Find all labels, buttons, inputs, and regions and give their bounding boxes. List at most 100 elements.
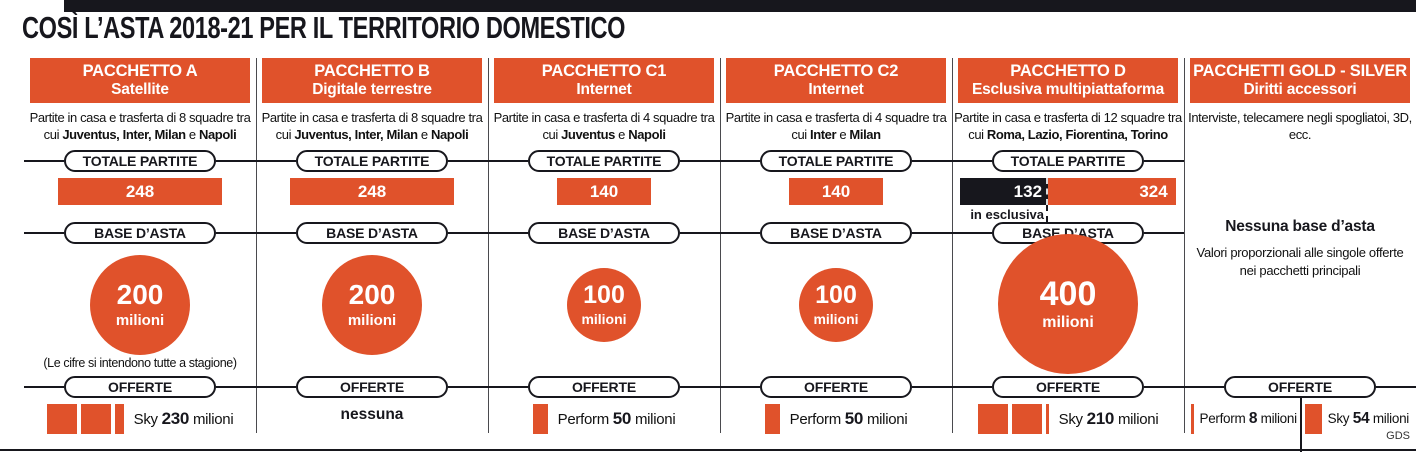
offer-label: Perform 8 milioni bbox=[1199, 410, 1298, 427]
offer-value-blocks bbox=[1305, 404, 1322, 434]
offerte-row: OFFERTE bbox=[488, 376, 720, 398]
totale-partite-row: TOTALE PARTITE bbox=[256, 150, 488, 172]
base-price-unit: milioni bbox=[115, 312, 165, 329]
base-asta-pill: BASE D’ASTA bbox=[64, 222, 216, 244]
offerte-row: OFFERTE bbox=[256, 376, 488, 398]
offerte-pill: OFFERTE bbox=[528, 376, 680, 398]
matches-bar: 140 bbox=[789, 178, 883, 205]
offerte-row: OFFERTE bbox=[720, 376, 952, 398]
offer-label: Sky 210 milioni bbox=[1058, 409, 1159, 428]
base-asta-pill: BASE D’ASTA bbox=[528, 222, 680, 244]
package-platform: Digitale terrestre bbox=[312, 81, 432, 99]
package-description: Partite in casa e trasferta di 4 squadre… bbox=[725, 110, 947, 143]
package-card-c2: PACCHETTO C2 Internet Partite in casa e … bbox=[720, 58, 953, 450]
pill-connector-line bbox=[256, 386, 296, 388]
package-name: PACCHETTO C2 bbox=[773, 62, 899, 81]
pill-connector-line bbox=[216, 386, 256, 388]
base-asta-row: BASE D’ASTA bbox=[488, 222, 720, 244]
base-price-value: 200 bbox=[116, 279, 164, 310]
pill-connector-line bbox=[1144, 386, 1184, 388]
totale-partite-row: TOTALE PARTITE bbox=[488, 150, 720, 172]
pill-connector-line bbox=[952, 232, 992, 234]
offer-label: Sky 230 milioni bbox=[133, 409, 234, 428]
package-description: Partite in casa e trasferta di 4 squadre… bbox=[493, 110, 715, 143]
base-price-unit: milioni bbox=[1042, 313, 1094, 331]
offerte-pill: OFFERTE bbox=[296, 376, 448, 398]
totale-partite-pill: TOTALE PARTITE bbox=[528, 150, 680, 172]
offerte-row: OFFERTE bbox=[24, 376, 256, 398]
matches-bar-row: 140 bbox=[726, 178, 946, 205]
offers-divider-line bbox=[1300, 398, 1302, 452]
base-price-value: 100 bbox=[583, 281, 625, 309]
pill-connector-line bbox=[1376, 386, 1416, 388]
offerte-row: OFFERTE bbox=[952, 376, 1184, 398]
package-header: PACCHETTO B Digitale terrestre bbox=[262, 58, 482, 103]
package-description: Partite in casa e trasferta di 8 squadre… bbox=[29, 110, 251, 143]
offerte-pill: OFFERTE bbox=[1224, 376, 1376, 398]
package-card-d: PACCHETTO D Esclusiva multipiattaforma P… bbox=[952, 58, 1185, 450]
pill-connector-line bbox=[912, 386, 952, 388]
matches-bar: 248 bbox=[57, 178, 223, 205]
pill-connector-line bbox=[448, 232, 488, 234]
pill-connector-line bbox=[216, 232, 256, 234]
offer-label: Perform 50 milioni bbox=[789, 409, 908, 428]
base-price-circle: 200 milioni bbox=[90, 255, 190, 355]
package-name: PACCHETTO A bbox=[82, 62, 198, 81]
pill-connector-line bbox=[488, 160, 528, 162]
totale-partite-row: TOTALE PARTITE bbox=[720, 150, 952, 172]
package-platform: Internet bbox=[808, 81, 864, 99]
pill-connector-line bbox=[1184, 386, 1224, 388]
package-platform: Satellite bbox=[111, 81, 169, 99]
no-base-title: Nessuna base d’asta bbox=[1225, 218, 1375, 235]
offer-label: Perform 50 milioni bbox=[557, 409, 676, 428]
base-price-circle: 200 milioni bbox=[322, 255, 422, 355]
package-header: PACCHETTO C1 Internet bbox=[494, 58, 714, 103]
package-header: PACCHETTI GOLD - SILVER Diritti accessor… bbox=[1190, 58, 1410, 103]
package-header: PACCHETTO A Satellite bbox=[30, 58, 250, 103]
offer-value-blocks bbox=[532, 404, 548, 434]
pill-connector-line bbox=[720, 232, 760, 234]
season-note: (Le cifre si intendono tutte a stagione) bbox=[43, 356, 237, 370]
base-price-unit: milioni bbox=[581, 311, 627, 327]
package-description: Interviste, telecamere negli spogliatoi,… bbox=[1188, 110, 1412, 143]
top-black-bar bbox=[64, 0, 1416, 12]
pill-connector-line bbox=[216, 160, 256, 162]
bottom-rule bbox=[0, 449, 1416, 451]
offer-entry: Sky 230 milioni bbox=[30, 402, 250, 436]
matches-count: 324 bbox=[1139, 182, 1168, 201]
base-asta-pill: BASE D’ASTA bbox=[296, 222, 448, 244]
matches-bar-row: 140 bbox=[494, 178, 714, 205]
offer-value-blocks bbox=[1191, 404, 1194, 434]
exclusive-matches-segment: 132 in esclusiva bbox=[960, 178, 1049, 222]
matches-bar-split: 132 in esclusiva 324 bbox=[960, 178, 1176, 222]
offerte-pill: OFFERTE bbox=[992, 376, 1144, 398]
pill-connector-line bbox=[912, 160, 952, 162]
base-asta-row: BASE D’ASTA bbox=[720, 222, 952, 244]
base-price-value: 400 bbox=[1039, 274, 1097, 313]
totale-partite-row: TOTALE PARTITE bbox=[952, 150, 1184, 172]
pill-connector-line bbox=[1144, 160, 1184, 162]
package-name: PACCHETTO D bbox=[1010, 62, 1126, 81]
totale-partite-row: TOTALE PARTITE bbox=[24, 150, 256, 172]
package-card-c1: PACCHETTO C1 Internet Partite in casa e … bbox=[488, 58, 721, 450]
offers-row: Perform 8 milioni Sky 54 milioni bbox=[1190, 402, 1410, 436]
pill-connector-line bbox=[24, 386, 64, 388]
exclusive-matches-count: 132 bbox=[1013, 182, 1043, 201]
totale-partite-pill: TOTALE PARTITE bbox=[992, 150, 1144, 172]
package-card-gold-silver: PACCHETTI GOLD - SILVER Diritti accessor… bbox=[1184, 58, 1416, 452]
pill-connector-line bbox=[24, 232, 64, 234]
base-asta-row: BASE D’ASTA bbox=[24, 222, 256, 244]
package-platform: Diritti accessori bbox=[1243, 81, 1357, 99]
matches-count: 248 bbox=[125, 182, 155, 201]
offer-entry: Perform 50 milioni bbox=[726, 402, 946, 436]
pill-connector-line bbox=[720, 160, 760, 162]
totale-partite-pill: TOTALE PARTITE bbox=[760, 150, 912, 172]
pill-connector-line bbox=[24, 160, 64, 162]
base-asta-pill: BASE D’ASTA bbox=[760, 222, 912, 244]
package-header: PACCHETTO C2 Internet bbox=[726, 58, 946, 103]
pill-connector-line bbox=[720, 386, 760, 388]
package-header: PACCHETTO D Esclusiva multipiattaforma bbox=[958, 58, 1178, 103]
pill-connector-line bbox=[952, 160, 992, 162]
pill-connector-line bbox=[680, 386, 720, 388]
